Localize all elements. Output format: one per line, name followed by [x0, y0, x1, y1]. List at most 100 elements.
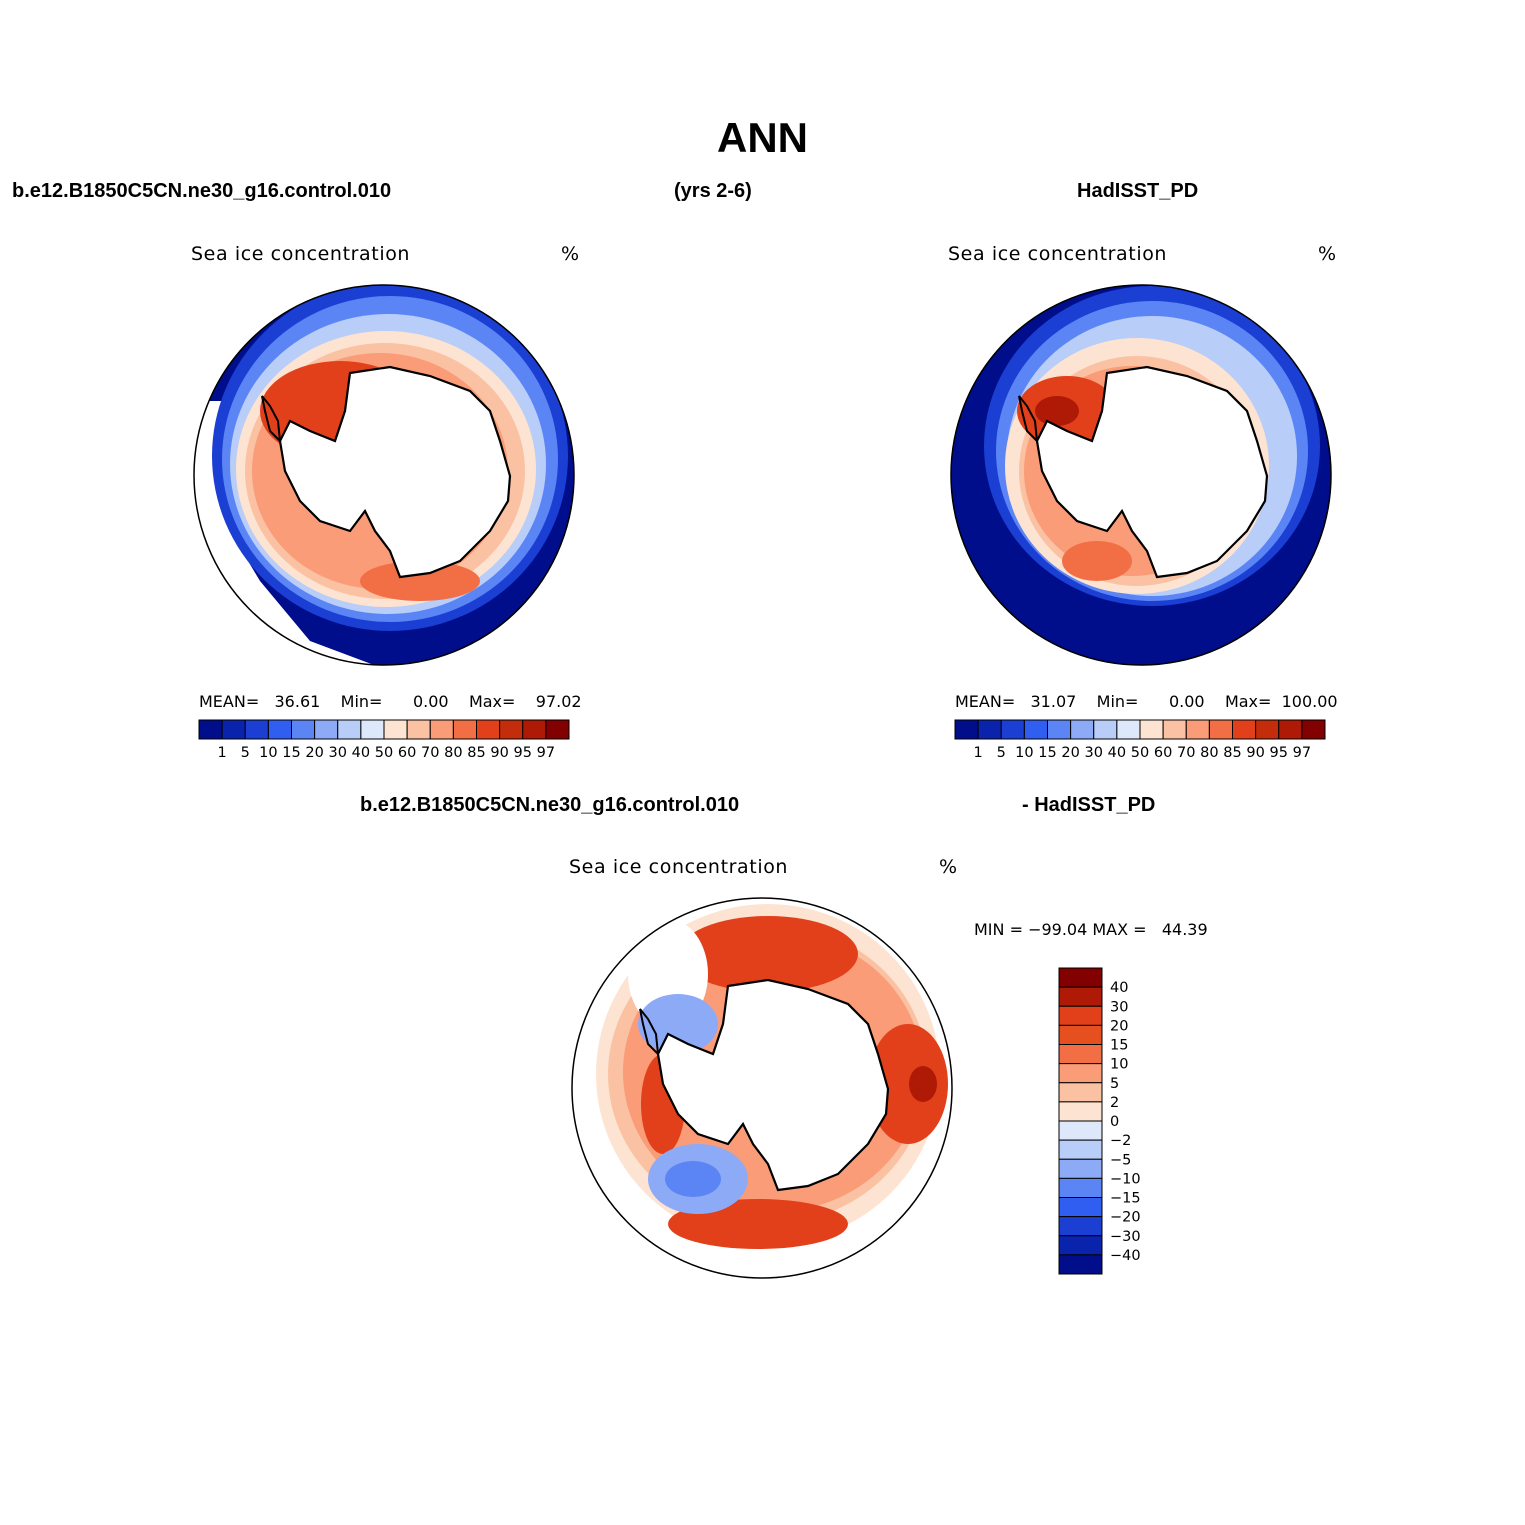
model-colorbar-tick: 97	[537, 745, 555, 761]
diff-colorbar-box	[1058, 1158, 1103, 1179]
obs-colorbar-box	[1185, 719, 1210, 740]
model-colorbar-box	[522, 719, 547, 740]
obs-max-label: Max=	[1224, 692, 1272, 711]
diff-min-max: MIN = −99.04 MAX = 44.39	[974, 920, 1208, 939]
obs-mean-value: 31.07	[1030, 692, 1077, 711]
diff-antarctica-land	[656, 978, 890, 1192]
obs-colorbar-box	[954, 719, 979, 740]
diff-colorbar-box	[1058, 1063, 1103, 1084]
obs-colorbar-box	[1070, 719, 1095, 740]
model-mean-label: MEAN=	[199, 692, 260, 711]
obs-colorbar-tick: 80	[1200, 745, 1218, 761]
obs-colorbar-tick: 60	[1154, 745, 1172, 761]
model-colorbar-box	[267, 719, 292, 740]
obs-stats: MEAN= 31.07 Min= 0.00 Max= 100.00	[955, 692, 1338, 711]
diff-colorbar-tick: −2	[1110, 1133, 1131, 1149]
diff-colorbar-box	[1058, 1044, 1103, 1065]
model-colorbar-tick: 70	[421, 745, 439, 761]
obs-colorbar-tick: 15	[1038, 745, 1056, 761]
model-colorbar-tick: 95	[514, 745, 532, 761]
model-max-value: 97.02	[535, 692, 582, 711]
model-stats: MEAN= 36.61 Min= 0.00 Max= 97.02	[199, 692, 582, 711]
case-name-label: b.e12.B1850C5CN.ne30_g16.control.010	[12, 180, 392, 202]
years-label: (yrs 2-6)	[674, 180, 752, 202]
obs-colorbar-tick: 10	[1015, 745, 1033, 761]
diff-colorbar-box	[1058, 1254, 1103, 1275]
model-mean-value: 36.61	[274, 692, 321, 711]
obs-min-label: Min=	[1096, 692, 1139, 711]
model-colorbar-tick: 80	[444, 745, 462, 761]
model-panel-variable: Sea ice concentration	[191, 243, 411, 265]
diff-colorbar-box	[1058, 967, 1103, 988]
model-colorbar-box	[429, 719, 454, 740]
obs-colorbar-tick: 85	[1223, 745, 1241, 761]
obs-min-value: 0.00	[1168, 692, 1205, 711]
model-colorbar-tick: 90	[490, 745, 508, 761]
obs-colorbar-tick: 90	[1246, 745, 1264, 761]
diff-polar-map	[571, 897, 953, 1279]
diff-colorbar-tick: −20	[1110, 1210, 1141, 1226]
obs-colorbar-box	[1139, 719, 1164, 740]
diff-colorbar-tick: 20	[1110, 1018, 1128, 1034]
obs-colorbar-box	[1232, 719, 1257, 740]
obs-colorbar-box	[1000, 719, 1025, 740]
obs-colorbar-tick: 95	[1270, 745, 1288, 761]
obs-name-label: HadISST_PD	[1077, 180, 1199, 202]
diff-colorbar-box	[1058, 1120, 1103, 1141]
diff-panel-units: %	[939, 856, 958, 878]
model-colorbar-box	[545, 719, 570, 740]
diff-colorbar-box	[1058, 1024, 1103, 1045]
diff-colorbar-tick: −30	[1110, 1229, 1141, 1245]
diff-colorbar-tick: 10	[1110, 1057, 1128, 1073]
model-min-value: 0.00	[412, 692, 449, 711]
model-colorbar-box	[198, 719, 223, 740]
model-colorbar-box	[337, 719, 362, 740]
diff-colorbar-tick: 2	[1110, 1095, 1119, 1111]
obs-colorbar-box	[1116, 719, 1141, 740]
obs-panel-variable: Sea ice concentration	[948, 243, 1168, 265]
obs-colorbar-tick: 50	[1131, 745, 1149, 761]
diff-colorbar-tick: −10	[1110, 1171, 1141, 1187]
obs-colorbar-box	[1162, 719, 1187, 740]
model-colorbar-box	[383, 719, 408, 740]
model-colorbar-tick: 85	[467, 745, 485, 761]
model-colorbar-box	[452, 719, 477, 740]
diff-colorbar-box	[1058, 986, 1103, 1007]
obs-colorbar-tick: 70	[1177, 745, 1195, 761]
obs-colorbar-tick: 1	[974, 745, 983, 761]
obs-colorbar-tick: 5	[997, 745, 1006, 761]
diff-colorbar-tick: 40	[1110, 980, 1128, 996]
diff-colorbar-tick: −15	[1110, 1191, 1141, 1207]
model-colorbar-tick: 10	[259, 745, 277, 761]
diff-colorbar-box	[1058, 1235, 1103, 1256]
obs-max-value: 100.00	[1281, 692, 1338, 711]
obs-colorbar-tick: 20	[1061, 745, 1079, 761]
obs-colorbar-box	[1301, 719, 1326, 740]
model-colorbar-box	[314, 719, 339, 740]
diff-colorbar-tick: −40	[1110, 1248, 1141, 1264]
diff-colorbar-tick: −5	[1110, 1152, 1131, 1168]
model-colorbar-tick: 60	[398, 745, 416, 761]
obs-panel-units: %	[1318, 243, 1337, 265]
obs-colorbar-tick: 30	[1085, 745, 1103, 761]
diff-colorbar-box	[1058, 1082, 1103, 1103]
obs-colorbar-box	[977, 719, 1002, 740]
diff-colorbar-tick: 30	[1110, 999, 1128, 1015]
obs-mean-label: MEAN=	[955, 692, 1016, 711]
model-colorbar-box	[221, 719, 246, 740]
obs-colorbar-box	[1047, 719, 1072, 740]
diff-obs-name-label: - HadISST_PD	[1022, 794, 1156, 816]
diff-colorbar-box	[1058, 1216, 1103, 1237]
diff-colorbar-box	[1058, 1101, 1103, 1122]
diff-colorbar-box	[1058, 1177, 1103, 1198]
diff-colorbar-tick: 15	[1110, 1038, 1128, 1054]
diff-case-name-label: b.e12.B1850C5CN.ne30_g16.control.010	[360, 794, 740, 816]
model-colorbar-tick: 20	[305, 745, 323, 761]
model-colorbar-box	[360, 719, 385, 740]
obs-colorbar-tick: 97	[1293, 745, 1311, 761]
model-colorbar-tick: 1	[218, 745, 227, 761]
obs-colorbar-tick: 40	[1108, 745, 1126, 761]
obs-colorbar-box	[1093, 719, 1118, 740]
obs-colorbar-box	[1278, 719, 1303, 740]
obs-antarctica-land	[1035, 365, 1269, 579]
